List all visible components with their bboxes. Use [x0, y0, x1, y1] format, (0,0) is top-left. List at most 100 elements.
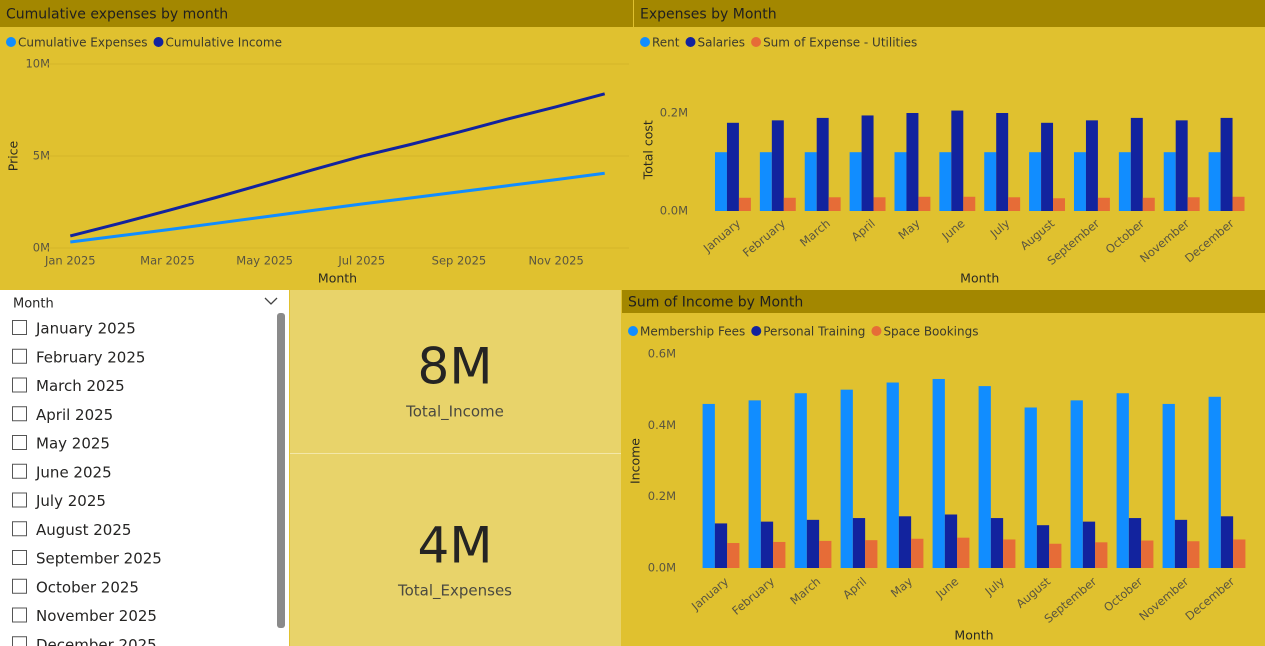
bar[interactable] — [738, 197, 751, 211]
bar[interactable] — [1128, 518, 1142, 568]
bar[interactable] — [1070, 400, 1083, 568]
legend-marker[interactable] — [628, 326, 638, 336]
legend-marker[interactable] — [640, 37, 650, 47]
bar[interactable] — [714, 152, 727, 211]
bar[interactable] — [816, 117, 829, 211]
bar[interactable] — [1187, 197, 1200, 211]
slicer-item[interactable]: August 2025 — [36, 521, 131, 539]
bar[interactable] — [957, 537, 970, 568]
bar[interactable] — [1053, 198, 1066, 211]
bar[interactable] — [1082, 521, 1096, 568]
slicer-item[interactable]: November 2025 — [36, 607, 157, 625]
slicer-item[interactable]: June 2025 — [35, 463, 112, 481]
bar[interactable] — [1141, 540, 1154, 568]
bar[interactable] — [759, 152, 772, 211]
legend-label[interactable]: Rent — [652, 36, 680, 50]
slicer-item[interactable]: October 2025 — [36, 578, 139, 596]
slicer-item[interactable]: April 2025 — [36, 406, 113, 424]
bar[interactable] — [771, 120, 784, 211]
legend-marker[interactable] — [685, 37, 696, 47]
legend-label[interactable]: Membership Fees — [640, 325, 745, 339]
bar[interactable] — [1036, 525, 1050, 568]
slicer-item[interactable]: July 2025 — [35, 492, 106, 510]
bar[interactable] — [1095, 542, 1108, 568]
bar[interactable] — [1220, 516, 1234, 568]
bar[interactable] — [794, 393, 807, 568]
bar[interactable] — [932, 378, 945, 568]
checkbox[interactable] — [12, 377, 27, 393]
checkbox[interactable] — [12, 578, 27, 594]
bar[interactable] — [1187, 541, 1200, 568]
bar[interactable] — [1118, 152, 1131, 211]
bar[interactable] — [1008, 197, 1021, 211]
bar[interactable] — [944, 514, 958, 569]
bar[interactable] — [865, 540, 878, 568]
bar[interactable] — [1003, 539, 1016, 568]
bar[interactable] — [886, 382, 899, 568]
bar[interactable] — [1130, 117, 1143, 211]
slicer-item[interactable]: December 2025 — [36, 636, 157, 646]
bar[interactable] — [1163, 152, 1176, 211]
bar[interactable] — [906, 113, 919, 211]
bar[interactable] — [1208, 396, 1221, 568]
bar[interactable] — [951, 110, 964, 211]
slicer-item[interactable]: January 2025 — [35, 320, 136, 338]
bar[interactable] — [963, 196, 976, 211]
legend-label[interactable]: Space Bookings — [883, 325, 978, 339]
bar[interactable] — [702, 403, 715, 568]
slicer-chevron[interactable] — [264, 297, 278, 305]
bar[interactable] — [1041, 122, 1054, 211]
bar[interactable] — [1232, 196, 1245, 211]
legend-label[interactable]: Sum of Expense - Utilities — [763, 36, 917, 50]
bar[interactable] — [714, 523, 728, 568]
bar[interactable] — [783, 197, 796, 211]
bar[interactable] — [861, 115, 874, 211]
bar[interactable] — [1049, 543, 1062, 568]
bar[interactable] — [1085, 120, 1098, 211]
checkbox[interactable] — [12, 636, 27, 646]
bar[interactable] — [898, 516, 912, 568]
legend-label[interactable]: Salaries — [698, 36, 746, 50]
checkbox[interactable] — [12, 550, 27, 565]
bar[interactable] — [873, 197, 886, 211]
bar[interactable] — [918, 196, 931, 211]
bar[interactable] — [852, 518, 866, 568]
bar[interactable] — [819, 540, 832, 568]
checkbox[interactable] — [12, 320, 27, 335]
legend-label[interactable]: Cumulative Expenses — [18, 36, 147, 50]
bar[interactable] — [727, 543, 740, 568]
slicer-item[interactable]: May 2025 — [36, 435, 110, 453]
bar[interactable] — [726, 122, 739, 211]
bar[interactable] — [828, 197, 841, 211]
checkbox[interactable] — [12, 521, 27, 537]
bar[interactable] — [773, 541, 786, 568]
legend-marker[interactable] — [751, 326, 762, 336]
checkbox[interactable] — [12, 406, 27, 422]
checkbox[interactable] — [12, 435, 27, 450]
legend-label[interactable]: Cumulative Income — [165, 36, 281, 50]
bar[interactable] — [978, 386, 991, 568]
legend-label[interactable]: Personal Training — [763, 325, 865, 339]
bar[interactable] — [1208, 152, 1221, 211]
bar[interactable] — [984, 152, 997, 211]
bar[interactable] — [1097, 197, 1110, 211]
bar[interactable] — [748, 400, 761, 568]
legend-marker[interactable] — [6, 37, 16, 47]
checkbox[interactable] — [12, 492, 27, 508]
bar[interactable] — [1142, 197, 1155, 211]
bar[interactable] — [840, 389, 853, 568]
checkbox[interactable] — [12, 348, 27, 364]
bar[interactable] — [804, 152, 817, 211]
bar[interactable] — [939, 152, 952, 211]
bar[interactable] — [1024, 407, 1037, 569]
bar[interactable] — [911, 538, 924, 568]
bar[interactable] — [760, 521, 774, 568]
checkbox[interactable] — [12, 607, 27, 623]
bar[interactable] — [894, 152, 907, 211]
bar[interactable] — [1233, 539, 1246, 568]
bar[interactable] — [849, 152, 862, 211]
bar[interactable] — [1220, 117, 1233, 211]
slicer-item[interactable]: September 2025 — [36, 550, 162, 568]
bar[interactable] — [806, 519, 820, 568]
legend-marker[interactable] — [153, 37, 164, 47]
